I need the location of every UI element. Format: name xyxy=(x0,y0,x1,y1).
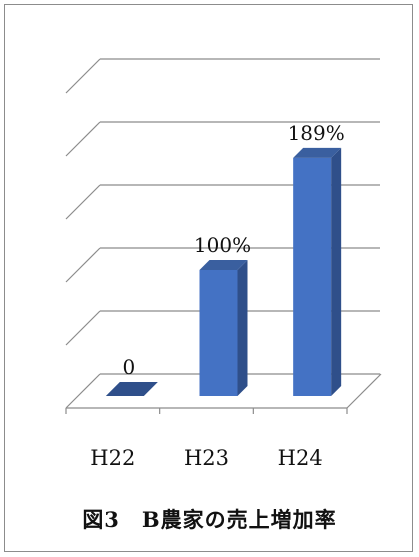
tick-layer: H22 H23 H24 xyxy=(65,408,348,470)
bar-front-H23 xyxy=(199,270,238,396)
bar-side-H24 xyxy=(331,147,342,396)
bar-flat-H22 xyxy=(105,382,158,396)
bar-H23 xyxy=(199,260,248,396)
gridline-wall-150 xyxy=(65,184,101,220)
x-tick-label-H22: H22 xyxy=(90,446,135,470)
bar-top-H23 xyxy=(199,260,248,270)
bar-H22 xyxy=(105,382,158,396)
bar-front-H24 xyxy=(293,157,332,396)
x-tick-label-H23: H23 xyxy=(184,446,229,470)
data-label-H24: 189% xyxy=(288,121,345,145)
x-tick-label-H24: H24 xyxy=(278,446,323,470)
bar-layer xyxy=(105,147,342,396)
gridline-wall-250 xyxy=(65,58,101,94)
floor-right-edge xyxy=(346,373,382,409)
gridline-wall-100 xyxy=(65,247,101,283)
chart-caption: 図3 B農家の売上増加率 xyxy=(82,507,337,532)
data-label-H22: 0 xyxy=(122,355,135,379)
bar-chart: 0 100% 189% H22 H23 H24 xyxy=(65,58,382,470)
gridline-wall-50 xyxy=(65,310,101,346)
bar-side-H23 xyxy=(237,260,248,396)
bar-top-H24 xyxy=(293,147,342,158)
bar-H24 xyxy=(293,147,342,396)
floor-layer xyxy=(66,373,382,409)
gridline-wall-0 xyxy=(65,373,101,409)
label-layer: 0 100% 189% xyxy=(122,121,344,379)
data-label-H23: 100% xyxy=(194,233,251,257)
gridline-wall-200 xyxy=(65,121,101,157)
